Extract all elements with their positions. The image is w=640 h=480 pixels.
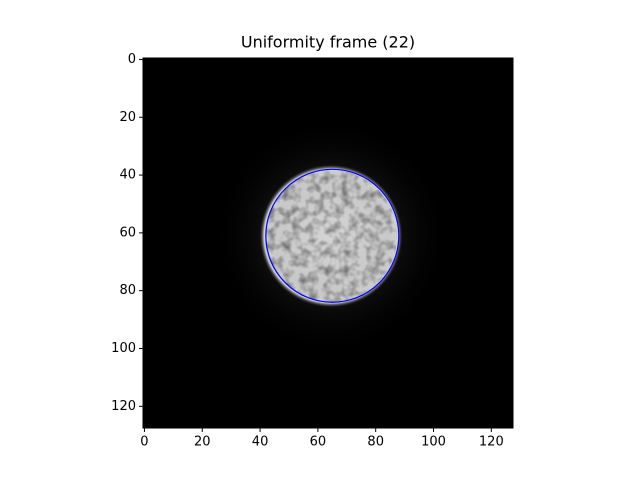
x-tick-label: 0	[140, 435, 148, 450]
roi-circle	[265, 168, 400, 303]
x-tick-label: 80	[367, 435, 384, 450]
x-tick-label: 20	[194, 435, 211, 450]
y-tick-label: 40	[119, 168, 136, 183]
y-tick-label: 20	[119, 110, 136, 125]
phantom-texture	[265, 170, 397, 302]
chart-title: Uniformity frame (22)	[241, 33, 415, 52]
x-tick-label: 40	[252, 435, 269, 450]
x-tick-label: 100	[421, 435, 446, 450]
y-tick-label: 60	[119, 225, 136, 240]
y-tick-label: 100	[111, 341, 136, 356]
image	[143, 58, 513, 428]
x-tick-label: 60	[310, 435, 327, 450]
y-tick-label: 0	[128, 52, 136, 67]
y-tick-label: 120	[111, 399, 136, 414]
axes-frame	[142, 57, 514, 429]
y-tick-label: 80	[119, 283, 136, 298]
x-tick-label: 120	[479, 435, 504, 450]
